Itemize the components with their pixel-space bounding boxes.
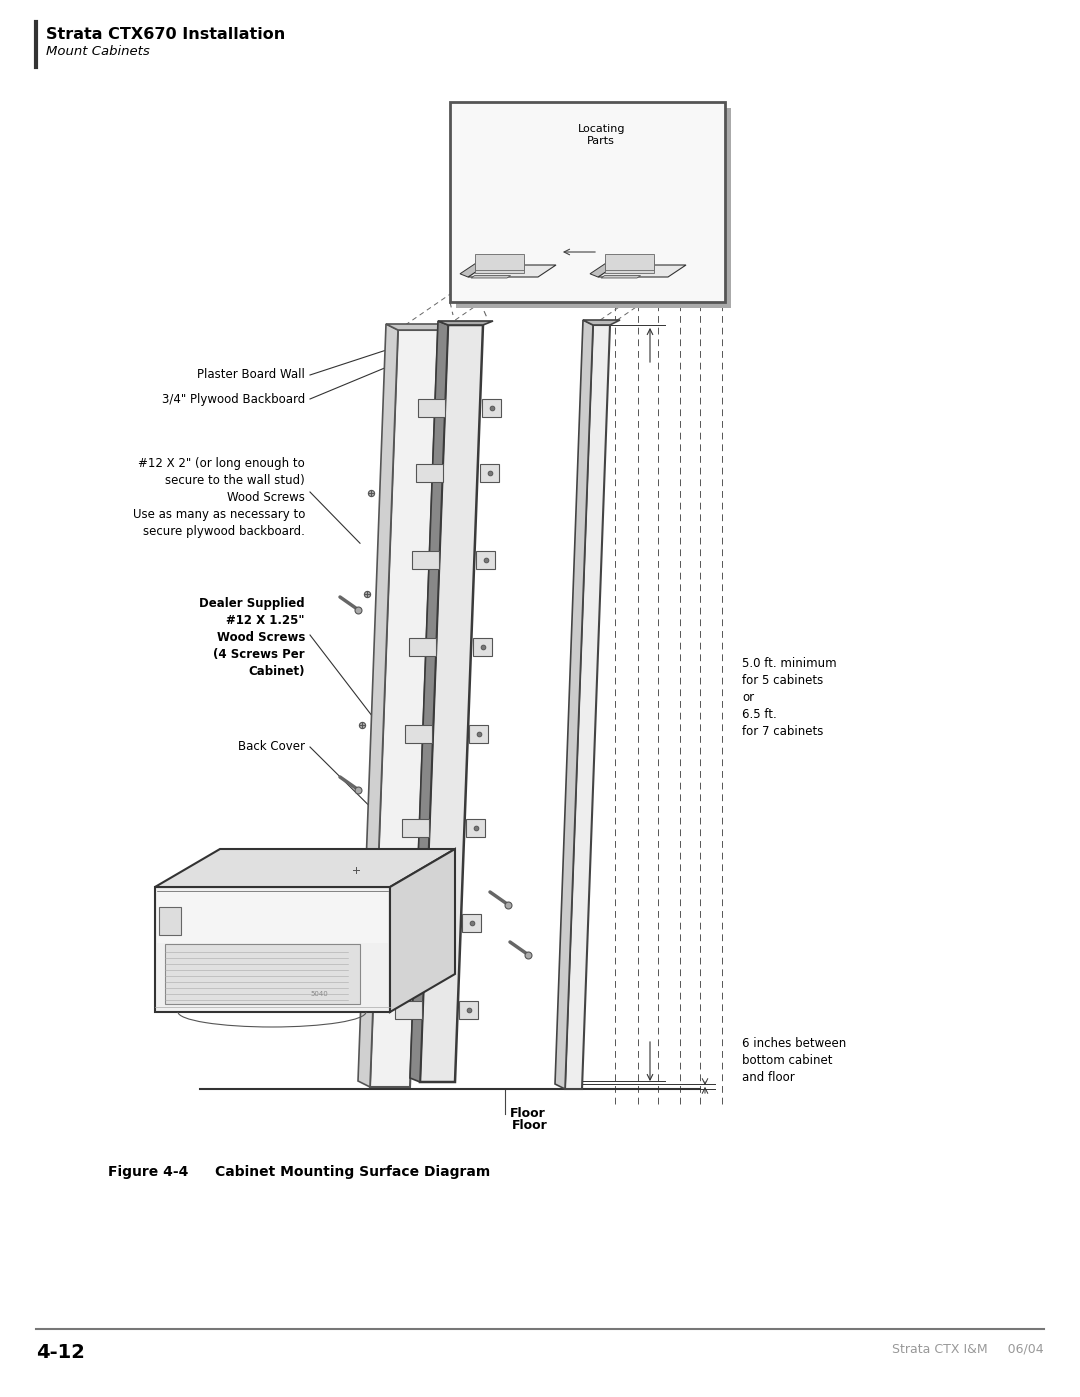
Polygon shape: [460, 261, 486, 277]
Text: 5040: 5040: [311, 990, 328, 997]
Text: #12 X 2" (or long enough to
secure to the wall stud)
Wood Screws
Use as many as : #12 X 2" (or long enough to secure to th…: [133, 457, 305, 538]
Polygon shape: [598, 265, 686, 277]
Polygon shape: [156, 887, 390, 1011]
Text: 3/4" Plywood Backboard: 3/4" Plywood Backboard: [162, 393, 305, 405]
Polygon shape: [465, 819, 485, 837]
Polygon shape: [370, 330, 438, 1087]
Polygon shape: [156, 849, 455, 887]
Polygon shape: [409, 638, 436, 657]
Text: Mount Cabinets: Mount Cabinets: [46, 45, 150, 59]
Bar: [605, 260, 654, 274]
Polygon shape: [399, 914, 426, 932]
Polygon shape: [480, 464, 499, 482]
Polygon shape: [462, 914, 482, 932]
Bar: [159, 907, 181, 935]
Text: Locating
Parts: Locating Parts: [578, 124, 625, 145]
Polygon shape: [395, 1000, 422, 1018]
Polygon shape: [420, 326, 483, 1083]
Text: 4-12: 4-12: [36, 1343, 85, 1362]
Polygon shape: [476, 550, 495, 569]
Text: Dealer Supplied
#12 X 1.25"
Wood Screws
(4 Screws Per
Cabinet): Dealer Supplied #12 X 1.25" Wood Screws …: [200, 597, 305, 678]
Text: 6 inches between
bottom cabinet
and floor: 6 inches between bottom cabinet and floo…: [742, 1037, 847, 1084]
Polygon shape: [470, 725, 488, 743]
Polygon shape: [565, 326, 610, 1090]
Polygon shape: [405, 725, 432, 743]
Text: Back Cover: Back Cover: [238, 740, 305, 753]
Polygon shape: [471, 275, 511, 278]
Polygon shape: [583, 320, 620, 326]
Bar: [605, 254, 654, 271]
Polygon shape: [468, 265, 556, 277]
Text: Strata CTX670 Installation: Strata CTX670 Installation: [46, 27, 285, 42]
Bar: [456, 108, 731, 307]
Polygon shape: [473, 638, 491, 657]
Polygon shape: [555, 320, 593, 1090]
Polygon shape: [390, 849, 455, 1011]
Text: Figure 4-4: Figure 4-4: [108, 1165, 188, 1179]
Text: Cabinet Mounting Surface Diagram: Cabinet Mounting Surface Diagram: [215, 1165, 490, 1179]
Polygon shape: [386, 324, 450, 330]
Bar: [475, 260, 524, 274]
Text: Floor: Floor: [510, 1106, 545, 1120]
Bar: [157, 891, 388, 943]
Text: Floor: Floor: [512, 1119, 548, 1132]
Bar: [450, 102, 725, 302]
Text: Strata CTX I&M     06/04: Strata CTX I&M 06/04: [892, 1343, 1044, 1356]
Text: Plaster Board Wall: Plaster Board Wall: [198, 369, 305, 381]
Polygon shape: [590, 261, 616, 277]
Polygon shape: [438, 321, 492, 326]
Polygon shape: [402, 819, 429, 837]
Polygon shape: [357, 324, 399, 1087]
Polygon shape: [416, 464, 443, 482]
Text: 5.0 ft. minimum
for 5 cabinets
or
6.5 ft.
for 7 cabinets: 5.0 ft. minimum for 5 cabinets or 6.5 ft…: [742, 657, 837, 738]
Polygon shape: [413, 550, 440, 569]
Polygon shape: [600, 275, 640, 278]
Polygon shape: [418, 398, 445, 416]
Bar: [165, 944, 360, 1004]
Polygon shape: [459, 1000, 477, 1018]
Polygon shape: [410, 321, 448, 1083]
Bar: [475, 254, 524, 271]
Polygon shape: [482, 398, 501, 416]
